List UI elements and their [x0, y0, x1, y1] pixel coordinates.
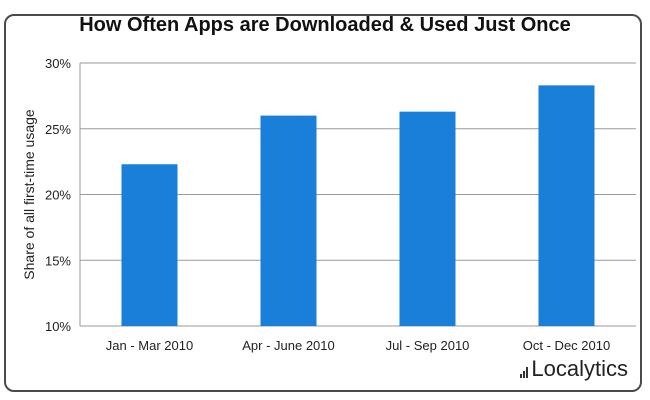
x-tick-label: Jan - Mar 2010	[106, 338, 193, 353]
y-tick-label: 25%	[45, 122, 71, 137]
logo-bars-icon	[520, 362, 529, 378]
localytics-logo: Localytics	[520, 356, 628, 382]
bar	[260, 115, 317, 326]
chart-card	[4, 14, 642, 392]
bar	[121, 164, 178, 326]
x-tick-labels: Jan - Mar 2010 Apr - June 2010 Jul - Sep 2…	[106, 338, 610, 353]
y-tick-label: 20%	[45, 188, 71, 203]
y-tick-label: 10%	[45, 319, 71, 334]
y-tick-label: 15%	[45, 253, 71, 268]
bar	[538, 85, 595, 326]
x-tick-label: Jul - Sep 2010	[386, 338, 470, 353]
x-tick-label: Apr - June 2010	[242, 338, 335, 353]
bars	[121, 85, 595, 326]
bar	[399, 111, 456, 326]
y-axis-label: Share of all first-time usage	[21, 109, 37, 280]
chart-title: How Often Apps are Downloaded & Used Jus…	[79, 14, 571, 36]
y-tick-labels: 10% 15% 20% 25% 30%	[45, 56, 71, 334]
x-tick-label: Oct - Dec 2010	[523, 338, 610, 353]
y-tick-label: 30%	[45, 56, 71, 71]
logo-text: Localytics	[531, 356, 628, 381]
